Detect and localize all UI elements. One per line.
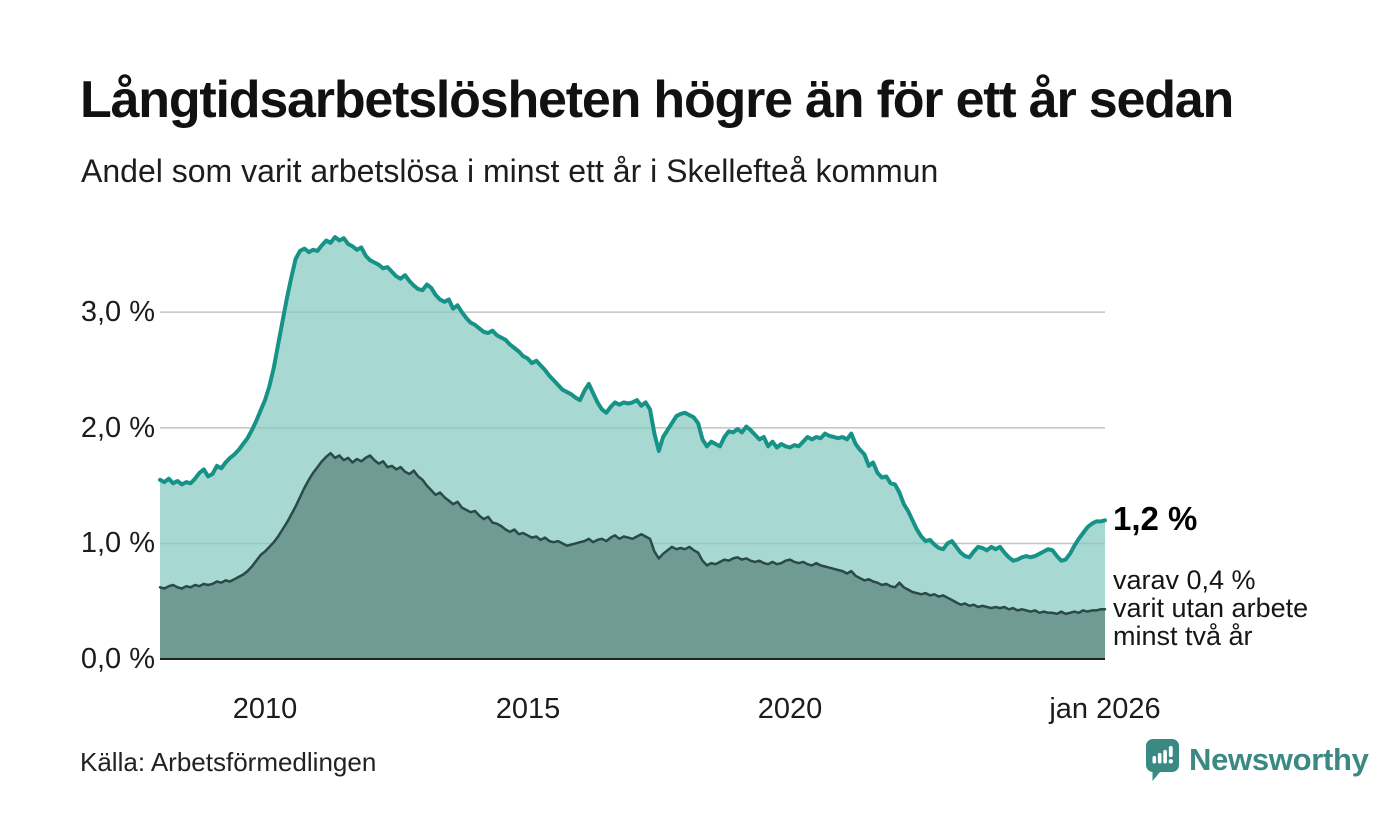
newsworthy-logo-icon [1146,739,1179,781]
secondary-value-line1: varav 0,4 % [1113,565,1256,595]
x-axis-tick-2010: 2010 [232,693,298,725]
x-axis-tick-jan2026: jan 2026 [1049,693,1161,725]
newsworthy-logo: Newsworthy [1146,738,1369,782]
secondary-value-line3: minst två år [1113,621,1253,651]
x-axis-tick-2015: 2015 [495,693,561,725]
page-title: Långtidsarbetslösheten högre än för ett … [80,71,1234,129]
source-attribution: Källa: Arbetsförmedlingen [80,747,377,777]
y-axis-tick-1: 1,0 % [80,527,155,559]
y-axis-tick-3: 3,0 % [80,296,155,328]
newsworthy-wordmark: Newsworthy [1189,742,1369,777]
y-axis-tick-2: 2,0 % [80,412,155,444]
secondary-value-line2: varit utan arbete [1113,593,1309,623]
x-axis-tick-2020: 2020 [757,693,823,725]
y-axis-tick-0: 0,0 % [80,643,155,675]
latest-value-label: 1,2 % [1113,500,1198,538]
secondary-value-label: varav 0,4 % varit utan arbete minst två … [1113,566,1308,650]
page-subtitle: Andel som varit arbetslösa i minst ett å… [81,153,939,189]
